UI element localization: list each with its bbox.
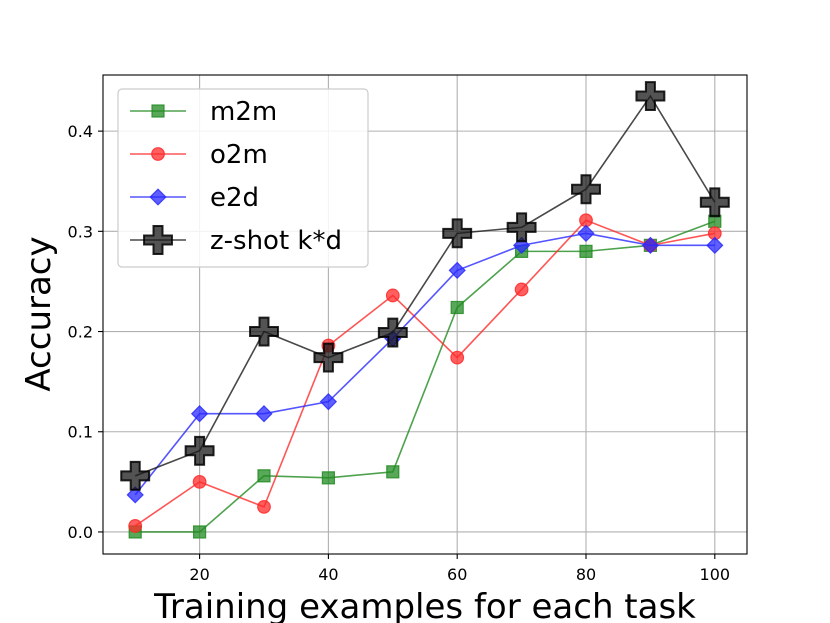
data-point bbox=[579, 244, 593, 258]
tick-layer: 20 40 60 80 100 0.0 0.1 0.2 0.3 0.4 bbox=[68, 122, 731, 584]
x-tick-label: 80 bbox=[576, 565, 596, 584]
legend-box bbox=[117, 88, 369, 268]
data-point bbox=[385, 288, 400, 303]
y-tick-label: 0.3 bbox=[68, 222, 93, 241]
legend-marker bbox=[151, 147, 165, 161]
data-point bbox=[577, 224, 595, 242]
x-tick-label: 100 bbox=[700, 565, 731, 584]
plot-frame bbox=[102, 74, 748, 555]
data-point bbox=[126, 486, 144, 504]
y-tick-label: 0.2 bbox=[68, 323, 93, 342]
legend: m2m o2m e2d z-shot k*d bbox=[117, 88, 369, 268]
data-point bbox=[319, 393, 338, 411]
x-tick-label: 20 bbox=[189, 565, 209, 584]
data-point bbox=[635, 81, 666, 111]
data-point bbox=[184, 435, 215, 466]
data-point bbox=[450, 300, 464, 315]
data-point bbox=[706, 236, 724, 255]
data-point bbox=[514, 282, 529, 297]
data-point bbox=[313, 342, 344, 373]
data-point bbox=[193, 525, 207, 539]
x-axis-label: Training examples for each task bbox=[153, 587, 696, 623]
legend-label: e2d bbox=[210, 183, 259, 213]
data-point bbox=[249, 316, 279, 347]
data-point bbox=[386, 465, 400, 479]
data-point bbox=[321, 471, 335, 485]
series-line bbox=[134, 94, 716, 477]
legend-label: m2m bbox=[210, 97, 277, 127]
data-point bbox=[257, 500, 271, 514]
data-point bbox=[450, 350, 465, 365]
data-point bbox=[192, 474, 207, 489]
legend-marker bbox=[149, 188, 167, 206]
data-point bbox=[699, 187, 730, 218]
data-point bbox=[255, 405, 273, 423]
data-point bbox=[442, 218, 473, 249]
series-line bbox=[135, 220, 716, 533]
series-z-shot-k-d bbox=[120, 81, 730, 491]
y-tick-label: 0.4 bbox=[68, 122, 93, 141]
data-point bbox=[190, 405, 209, 423]
x-tick-label: 40 bbox=[318, 565, 338, 584]
series-line bbox=[134, 219, 715, 527]
legend-marker bbox=[151, 104, 165, 118]
series-line bbox=[134, 232, 715, 496]
legend-label: o2m bbox=[210, 140, 268, 170]
y-tick-label: 0.1 bbox=[68, 423, 93, 442]
legend-label: z-shot k*d bbox=[210, 226, 342, 256]
data-point bbox=[120, 460, 151, 491]
y-tick-label: 0.0 bbox=[68, 523, 93, 542]
series-layer bbox=[120, 81, 730, 539]
data-point bbox=[641, 236, 660, 255]
data-point bbox=[257, 469, 271, 483]
data-point bbox=[128, 519, 143, 533]
y-axis-label: Accuracy bbox=[19, 236, 59, 391]
data-point bbox=[506, 212, 537, 243]
data-point bbox=[571, 174, 601, 205]
data-point bbox=[377, 317, 408, 348]
x-tick-label: 60 bbox=[447, 565, 467, 584]
legend-marker bbox=[143, 225, 173, 255]
data-point bbox=[448, 261, 466, 280]
